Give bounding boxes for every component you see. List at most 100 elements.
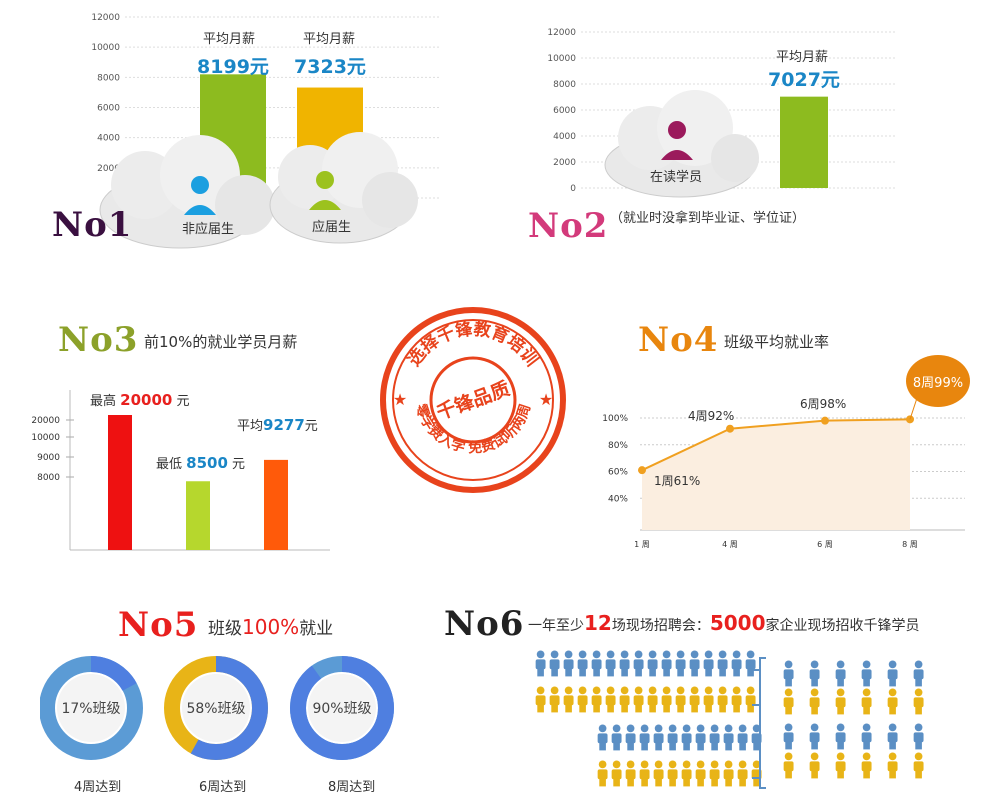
person-icon — [746, 650, 755, 659]
bar — [108, 415, 132, 550]
person-icon — [738, 724, 747, 733]
person-icon — [605, 695, 616, 706]
person-icon — [888, 688, 897, 697]
no6-num1: 12 — [584, 611, 612, 635]
person-icon — [690, 686, 699, 695]
y-tick-label: 10000 — [547, 54, 576, 64]
person-icon — [625, 769, 636, 780]
person-icon — [682, 724, 691, 733]
person-icon — [745, 659, 756, 670]
person-icon — [837, 770, 844, 779]
person-icon — [704, 686, 713, 695]
no2-title: No2 — [528, 206, 609, 246]
no4-bubble: 8周99% — [906, 355, 970, 407]
person-icon — [695, 733, 706, 744]
person-icon — [810, 752, 819, 761]
ring-progress — [290, 656, 394, 760]
person-icon — [709, 769, 720, 780]
no5-subtitle: 班级100%就业 — [208, 614, 333, 639]
no3-low-value: 8500 — [186, 454, 228, 472]
ring-center — [182, 674, 250, 742]
person-icon — [696, 724, 705, 733]
no3-title: No3 — [58, 320, 139, 360]
person-icon — [675, 659, 686, 670]
person-icon — [739, 778, 746, 787]
person-icon — [607, 704, 614, 713]
person-icon — [809, 697, 820, 708]
no3-high: 最高 20000 元 — [90, 390, 190, 409]
no6-title: No6 — [444, 604, 525, 644]
person-icon — [677, 668, 684, 677]
x-tick-label: 6 周 — [817, 540, 833, 549]
person-icon — [915, 770, 922, 779]
person-icon — [809, 669, 820, 680]
person-icon — [863, 706, 870, 715]
person-icon — [549, 659, 560, 670]
no6-line: 一年至少12场现场招聘会：5000家企业现场招收千锋学员 — [528, 611, 920, 635]
person-icon — [675, 695, 686, 706]
person-icon — [724, 724, 733, 733]
person-icon — [654, 760, 663, 769]
y-tick-label: 4000 — [97, 134, 120, 144]
person-icon — [309, 171, 341, 210]
point-label: 6周98% — [800, 397, 846, 411]
person-icon — [621, 704, 628, 713]
person-icon — [550, 650, 559, 659]
person-icon — [889, 678, 896, 687]
y-tick-label: 6000 — [97, 104, 120, 114]
value-label: 7323元 — [294, 56, 366, 78]
person-icon — [599, 742, 606, 751]
no5-subtitle-pre: 班级 — [208, 619, 242, 639]
person-icon — [599, 778, 606, 787]
no3-low: 最低 8500 元 — [156, 453, 245, 472]
person-icon — [579, 668, 586, 677]
person-icon — [733, 704, 740, 713]
person-icon — [654, 724, 663, 733]
ring-caption-2: 6周达到 — [199, 780, 247, 795]
person-icon — [620, 650, 629, 659]
person-icon — [785, 741, 792, 750]
person-icon — [836, 660, 845, 669]
person-icon — [753, 778, 760, 787]
person-icon — [863, 678, 870, 687]
person-icon — [563, 659, 574, 670]
y-tick-label: 2000 — [97, 164, 120, 174]
person-icon — [745, 695, 756, 706]
no1-salary-label-2: 平均月薪 — [303, 32, 356, 47]
person-icon — [668, 760, 677, 769]
person-icon — [690, 650, 699, 659]
person-icon — [592, 650, 601, 659]
no3-bars — [108, 415, 288, 550]
ring-label: 58%班级 — [186, 701, 245, 717]
person-icon — [648, 650, 657, 659]
person-icon — [536, 686, 545, 695]
data-point — [726, 424, 734, 433]
bar — [186, 481, 210, 550]
person-icon — [752, 724, 761, 733]
y-tick-label: 8000 — [553, 80, 576, 90]
person-icon — [711, 742, 718, 751]
person-icon — [836, 688, 845, 697]
no5-subtitle-post: 就业 — [299, 619, 334, 639]
person-icon — [626, 760, 635, 769]
person-icon — [837, 706, 844, 715]
person-icon — [732, 686, 741, 695]
no3-high-label: 最高 — [90, 394, 117, 409]
person-icon — [563, 695, 574, 706]
person-icon — [836, 752, 845, 761]
no1-cloud-label-1: 非应届生 — [182, 222, 235, 237]
person-icon — [837, 741, 844, 750]
person-icon — [704, 650, 713, 659]
no6-line-mid: 场现场招聘会： — [611, 618, 710, 634]
person-icon — [783, 732, 794, 743]
person-icon — [914, 723, 923, 732]
no2-cloud-label: 在读学员 — [650, 170, 703, 185]
person-icon — [612, 724, 621, 733]
person-icon — [835, 761, 846, 772]
ring-center — [308, 674, 376, 742]
y-tick-label: 60% — [608, 468, 628, 478]
no3-avg-value: 9277 — [263, 416, 305, 434]
person-icon — [724, 760, 733, 769]
x-tick-label: 4 周 — [722, 540, 738, 549]
person-icon — [619, 695, 630, 706]
